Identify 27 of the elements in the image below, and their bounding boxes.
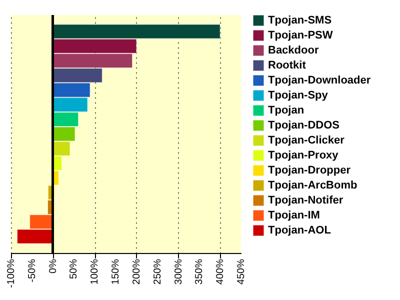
x-tick-label: 150% [110,258,122,285]
legend-label: Tpojan-DDOS [268,120,340,132]
x-tick-label: 50% [68,258,80,280]
x-tick-label: 100% [90,258,101,285]
legend-label: Tpojan-ArcBomb [268,180,358,192]
legend-label: Tpojan-Notifer [268,194,344,206]
legend-label: Rootkit [268,60,306,72]
x-tick-label: 400% [215,258,226,285]
x-tick-label: -100% [6,258,17,288]
legend-label: Tpojan-Downloader [268,74,372,86]
legend-label: Tpojan-Clicker [268,134,346,146]
x-tick-label: 250% [152,258,164,285]
legend-label: Tpojan-Spy [268,90,329,102]
legend-label: Tpojan-Proxy [268,150,340,162]
x-tick-label: 300% [173,258,184,285]
x-tick-label: -50% [26,258,38,282]
x-tick-label: 0% [48,258,59,274]
x-tick-label: 200% [131,258,142,285]
legend-label: Tpojan [268,104,304,116]
x-tick-label: 350% [194,258,206,285]
legend-label: Tpojan-IM [268,210,320,222]
x-tick-label: 450% [236,258,247,285]
legend-label: Tpojan-AOL [268,224,332,236]
legend-label: Tpojan-SMS [268,14,332,26]
legend-label: Tpojan-Dropper [268,164,352,176]
legend-label: Backdoor [268,44,320,56]
legend-label: Tpojan-PSW [268,30,334,42]
